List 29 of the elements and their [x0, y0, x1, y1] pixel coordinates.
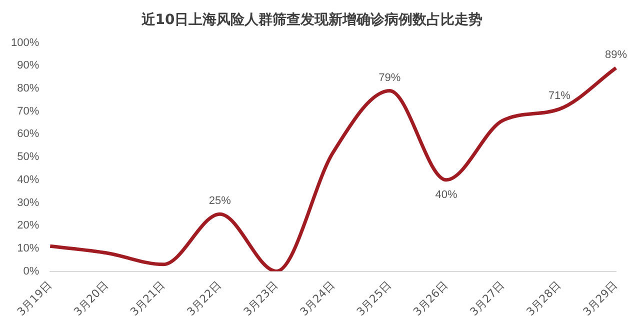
- x-tick-label: 3月19日: [14, 278, 54, 318]
- y-tick-label: 30%: [17, 196, 40, 209]
- x-tick-label: 3月22日: [184, 278, 224, 318]
- data-label: 79%: [378, 72, 401, 84]
- x-tick-label: 3月28日: [524, 278, 564, 318]
- x-tick-label: 3月26日: [410, 278, 450, 318]
- x-tick-label: 3月29日: [580, 278, 620, 318]
- y-tick-label: 0%: [23, 265, 40, 278]
- y-tick-label: 40%: [17, 174, 40, 186]
- x-tick-label: 3月21日: [128, 278, 168, 318]
- x-tick-label: 3月20日: [71, 278, 111, 318]
- y-tick-label: 20%: [17, 220, 40, 232]
- y-tick-label: 10%: [17, 242, 40, 254]
- x-tick-label: 3月25日: [354, 278, 394, 318]
- y-tick-label: 80%: [17, 82, 40, 95]
- x-tick-label: 3月23日: [241, 278, 281, 318]
- data-label: 25%: [208, 195, 232, 208]
- data-label: 89%: [604, 48, 628, 61]
- y-tick-label: 90%: [17, 60, 40, 72]
- data-label: 40%: [435, 188, 458, 201]
- y-tick-label: 50%: [17, 151, 40, 164]
- x-tick-label: 3月24日: [298, 278, 338, 318]
- x-tick-label: 3月27日: [467, 278, 507, 318]
- line-series: [48, 66, 618, 272]
- y-tick-label: 100%: [10, 36, 40, 49]
- y-tick-label: 60%: [17, 128, 40, 140]
- y-tick-label: 70%: [17, 105, 40, 118]
- data-label: 71%: [548, 90, 571, 102]
- chart-title: 近10日上海风险人群筛查发现新增确诊病例数占比走势: [140, 11, 483, 28]
